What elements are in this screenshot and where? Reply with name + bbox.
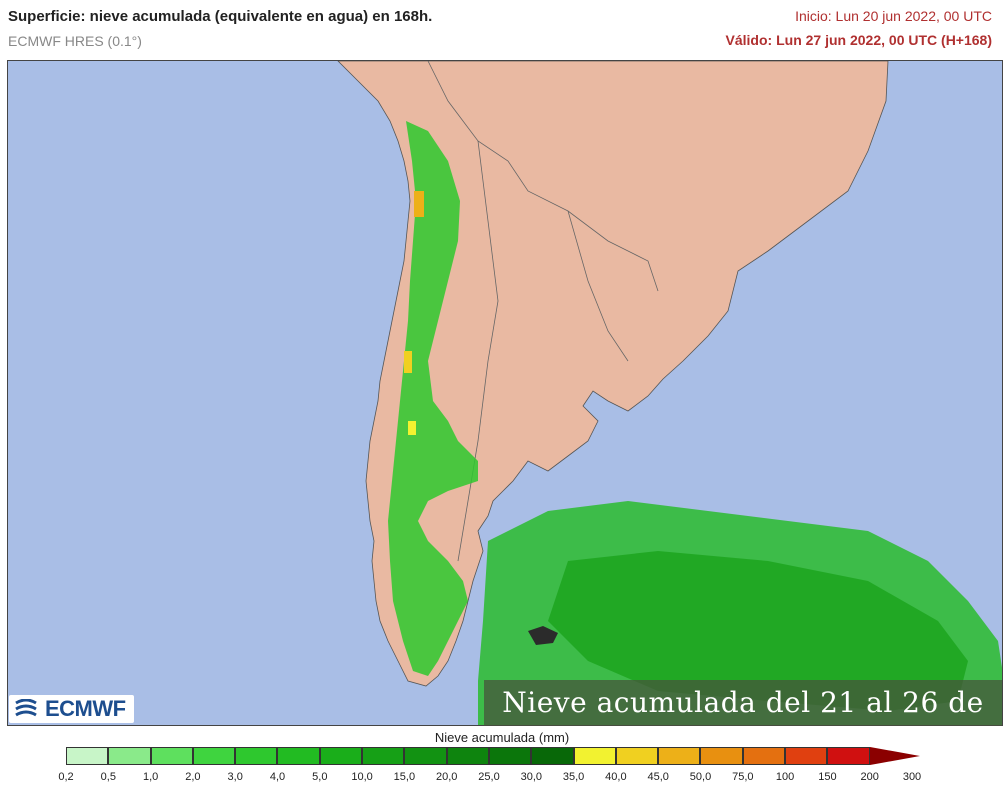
- init-time: Inicio: Lun 20 jun 2022, 00 UTC: [795, 8, 992, 24]
- legend-tick-label: 0,2: [58, 771, 74, 783]
- legend-tick-label: 50,0: [689, 771, 712, 783]
- legend-tick-label: 0,5: [100, 771, 116, 783]
- legend-swatch: [277, 747, 320, 765]
- snow-peak-1: [414, 191, 424, 217]
- ecmwf-logo: ECMWF: [9, 695, 134, 723]
- legend-tick-label: 35,0: [562, 771, 585, 783]
- legend-tick-label: 25,0: [478, 771, 500, 783]
- header-right: Inicio: Lun 20 jun 2022, 00 UTC Válido: …: [726, 8, 992, 48]
- border-line: [427, 61, 659, 292]
- legend-swatch: [658, 747, 701, 765]
- legend-arrow: [869, 747, 920, 765]
- header-left: Superficie: nieve acumulada (equivalente…: [8, 8, 432, 49]
- legend-tick-label: 20,0: [435, 771, 458, 783]
- legend-tick-label: 30,0: [520, 771, 543, 783]
- legend-swatch: [446, 747, 489, 765]
- legend-tick-label: 2,0: [185, 771, 201, 783]
- legend-tick-label: 45,0: [647, 771, 669, 783]
- legend-title: Nieve acumulada (mm): [434, 730, 570, 745]
- legend-tick-label: 5,0: [312, 771, 328, 783]
- legend-swatch: [66, 747, 109, 765]
- border-line-chile-arg: [457, 140, 499, 562]
- legend-tick-label: 15,0: [393, 771, 416, 783]
- legend-swatch: [362, 747, 405, 765]
- legend-swatch: [150, 747, 193, 765]
- legend-swatch: [235, 747, 278, 765]
- legend-tick-label: 3,0: [227, 771, 243, 783]
- legend-colorbar: [66, 747, 920, 765]
- legend-swatch: [573, 747, 616, 765]
- falkland-islands: [528, 626, 558, 645]
- legend-tick-label: 200: [860, 771, 879, 783]
- valid-time: Válido: Lun 27 jun 2022, 00 UTC (H+168): [725, 32, 992, 48]
- legend-swatch: [531, 747, 574, 765]
- legend-tick-label: 4,0: [269, 771, 286, 783]
- legend-swatch: [488, 747, 532, 765]
- map-title: Superficie: nieve acumulada (equivalente…: [8, 8, 433, 25]
- legend-swatch: [192, 747, 236, 765]
- legend-swatch: [785, 747, 828, 765]
- snow-peak-2: [404, 351, 412, 373]
- border-line-2: [567, 210, 629, 362]
- snow-southern-ocean-core: [548, 551, 968, 711]
- map-view[interactable]: [7, 60, 1003, 726]
- legend-tick-label: 1,0: [142, 771, 159, 783]
- legend-ticks: 0,2 0,5 1,0 2,0 3,0 4,0 5,0 10,0 15,0 20,0 25,0 30,…: [0, 771, 1004, 787]
- legend-swatch: [108, 747, 151, 765]
- legend-tick-label: 100: [775, 771, 795, 783]
- caption-overlay: Nieve acumulada del 21 al 26 de junio: [484, 680, 1002, 765]
- legend-swatch: [742, 747, 786, 765]
- land-south-america: [337, 61, 889, 687]
- legend-tick-label: 150: [818, 771, 837, 783]
- legend-swatch: [404, 747, 447, 765]
- legend-swatch: [700, 747, 743, 765]
- legend-tick-label: 300: [902, 771, 922, 783]
- legend-tick-label: 10,0: [351, 771, 373, 783]
- legend-swatch: [615, 747, 659, 765]
- legend-tick-label: 75,0: [732, 771, 754, 783]
- snow-peak-3: [408, 421, 416, 435]
- snow-andes: [388, 121, 478, 676]
- logo-text: ECMWF: [45, 696, 126, 721]
- legend-swatch: [319, 747, 363, 765]
- legend-tick-label: 40,0: [605, 771, 627, 783]
- model-label: ECMWF HRES (0.1°): [8, 33, 142, 49]
- map-svg: [8, 61, 1002, 725]
- ecmwf-logo-icon: [15, 699, 37, 717]
- legend-swatch: [827, 747, 870, 765]
